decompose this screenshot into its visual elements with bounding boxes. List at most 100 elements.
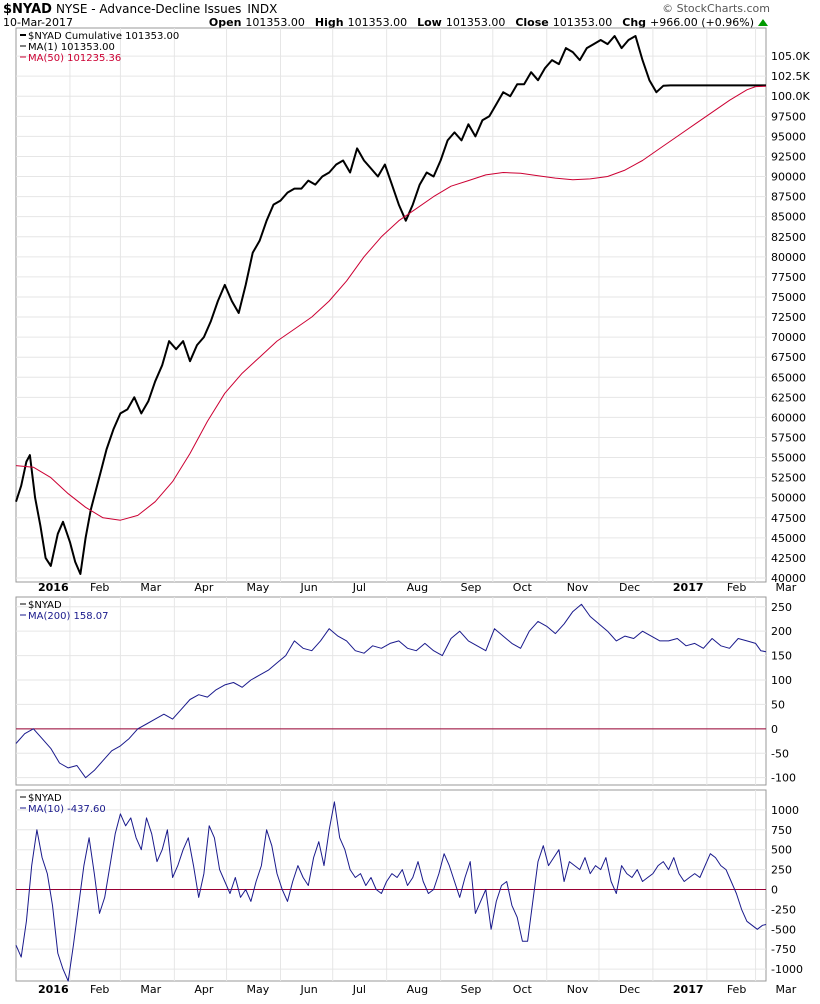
series-line-ma200 — [15, 603, 767, 779]
y-tick-label: 62500 — [771, 391, 806, 404]
x-tick-label: Nov — [567, 581, 589, 594]
x-tick-label: Feb — [90, 581, 109, 594]
panel-frame — [15, 27, 767, 583]
x-tick-label: Feb — [727, 983, 746, 996]
y-tick-label: -500 — [771, 923, 796, 936]
y-tick-label: -50 — [771, 747, 789, 760]
x-tick-label: 2017 — [673, 983, 704, 996]
y-tick-label: -250 — [771, 903, 796, 916]
y-tick-label: 102.5K — [771, 70, 810, 83]
x-tick-label: Jun — [300, 581, 318, 594]
y-tick-label: 82500 — [771, 231, 806, 244]
y-tick-label: 1000 — [771, 804, 799, 817]
y-tick-label: 55000 — [771, 452, 806, 465]
y-tick-label: 90000 — [771, 171, 806, 184]
x-tick-label: Oct — [513, 983, 533, 996]
y-tick-label: 150 — [771, 650, 792, 663]
y-tick-label: 77500 — [771, 271, 806, 284]
y-tick-label: 40000 — [771, 572, 806, 585]
y-tick-label: 42500 — [771, 552, 806, 565]
y-tick-label: 100 — [771, 674, 792, 687]
x-tick-label: Feb — [90, 983, 109, 996]
y-tick-label: 100.0K — [771, 90, 810, 103]
y-tick-label: 95000 — [771, 130, 806, 143]
description-label: NYSE - Advance-Decline Issues — [56, 2, 241, 16]
x-tick-label: Jun — [300, 983, 318, 996]
quote-label: High — [315, 16, 344, 29]
legend-entry: MA(1) 101353.00 — [28, 42, 115, 53]
y-tick-label: 97500 — [771, 110, 806, 123]
y-tick-label: 60000 — [771, 411, 806, 424]
exchange-label: INDX — [247, 2, 277, 16]
y-tick-label: 47500 — [771, 512, 806, 525]
chart-title: $NYAD NYSE - Advance-Decline Issues INDX — [3, 2, 277, 17]
y-tick-label: -750 — [771, 943, 796, 956]
x-tick-label: Aug — [407, 581, 428, 594]
x-tick-label: 2017 — [673, 581, 704, 594]
y-tick-label: -100 — [771, 772, 796, 785]
panel-frame — [15, 789, 767, 982]
y-tick-label: 92500 — [771, 150, 806, 163]
y-tick-label: 250 — [771, 864, 792, 877]
y-tick-label: 80000 — [771, 251, 806, 264]
y-tick-label: 500 — [771, 844, 792, 857]
x-tick-label: Apr — [194, 581, 214, 594]
legend-entry: MA(10) -437.60 — [28, 804, 106, 815]
series-line-cumulative — [15, 35, 766, 575]
y-tick-label: 0 — [771, 723, 778, 736]
legend-entry: $NYAD — [28, 600, 62, 611]
y-tick-label: 50 — [771, 698, 785, 711]
x-tick-label: Mar — [140, 983, 161, 996]
panel-frame — [15, 596, 767, 786]
y-tick-label: 0 — [771, 883, 778, 896]
quote-value: +966.00 (+0.96%) — [650, 16, 754, 29]
x-tick-label: May — [247, 581, 270, 594]
y-tick-label: 87500 — [771, 191, 806, 204]
y-tick-label: 72500 — [771, 311, 806, 324]
y-tick-label: 45000 — [771, 532, 806, 545]
x-tick-label: Oct — [513, 581, 533, 594]
y-tick-label: 65000 — [771, 371, 806, 384]
x-tick-label: Aug — [407, 983, 428, 996]
x-tick-label: Mar — [140, 581, 161, 594]
y-tick-label: 70000 — [771, 331, 806, 344]
quote-value: 101353.00 — [446, 16, 506, 29]
y-tick-label: 85000 — [771, 211, 806, 224]
x-tick-label: Jul — [352, 983, 366, 996]
legend-entry: MA(200) 158.07 — [28, 611, 109, 622]
x-tick-label: May — [247, 983, 270, 996]
brand-label: © StockCharts.com — [662, 2, 770, 15]
legend-entry: MA(50) 101235.36 — [28, 53, 121, 64]
y-tick-label: 50000 — [771, 492, 806, 505]
x-tick-label: Sep — [461, 581, 482, 594]
y-tick-label: -1000 — [771, 963, 803, 976]
y-tick-label: 105.0K — [771, 50, 810, 63]
quote-label: Chg — [622, 16, 646, 29]
x-tick-label: Dec — [619, 581, 640, 594]
x-tick-label: 2016 — [38, 581, 69, 594]
y-tick-label: 57500 — [771, 431, 806, 444]
x-tick-label: Dec — [619, 983, 640, 996]
quote-label: Close — [515, 16, 548, 29]
quote-value: 101353.00 — [245, 16, 305, 29]
y-tick-label: 75000 — [771, 291, 806, 304]
legend-entry: $NYAD — [28, 793, 62, 804]
quote-line: Open 101353.00 High 101353.00 Low 101353.00 Cl… — [209, 16, 754, 29]
x-tick-label: Jul — [352, 581, 366, 594]
x-tick-label: Mar — [776, 581, 797, 594]
y-tick-label: 250 — [771, 601, 792, 614]
panel-ma10: -1000 -750 -500 -250 0 250 500 750 1000 $NYADMA(1… — [15, 789, 803, 996]
symbol-label: $NYAD — [3, 2, 52, 17]
quote-label: Low — [417, 16, 442, 29]
legend-entry: $NYAD Cumulative 101353.00 — [28, 31, 179, 42]
series-line-ma10 — [15, 801, 767, 982]
x-tick-label: 2016 — [38, 983, 69, 996]
y-tick-label: 750 — [771, 824, 792, 837]
quote-value: 101353.00 — [553, 16, 613, 29]
x-tick-label: Nov — [567, 983, 589, 996]
y-tick-label: 52500 — [771, 472, 806, 485]
y-tick-label: 67500 — [771, 351, 806, 364]
